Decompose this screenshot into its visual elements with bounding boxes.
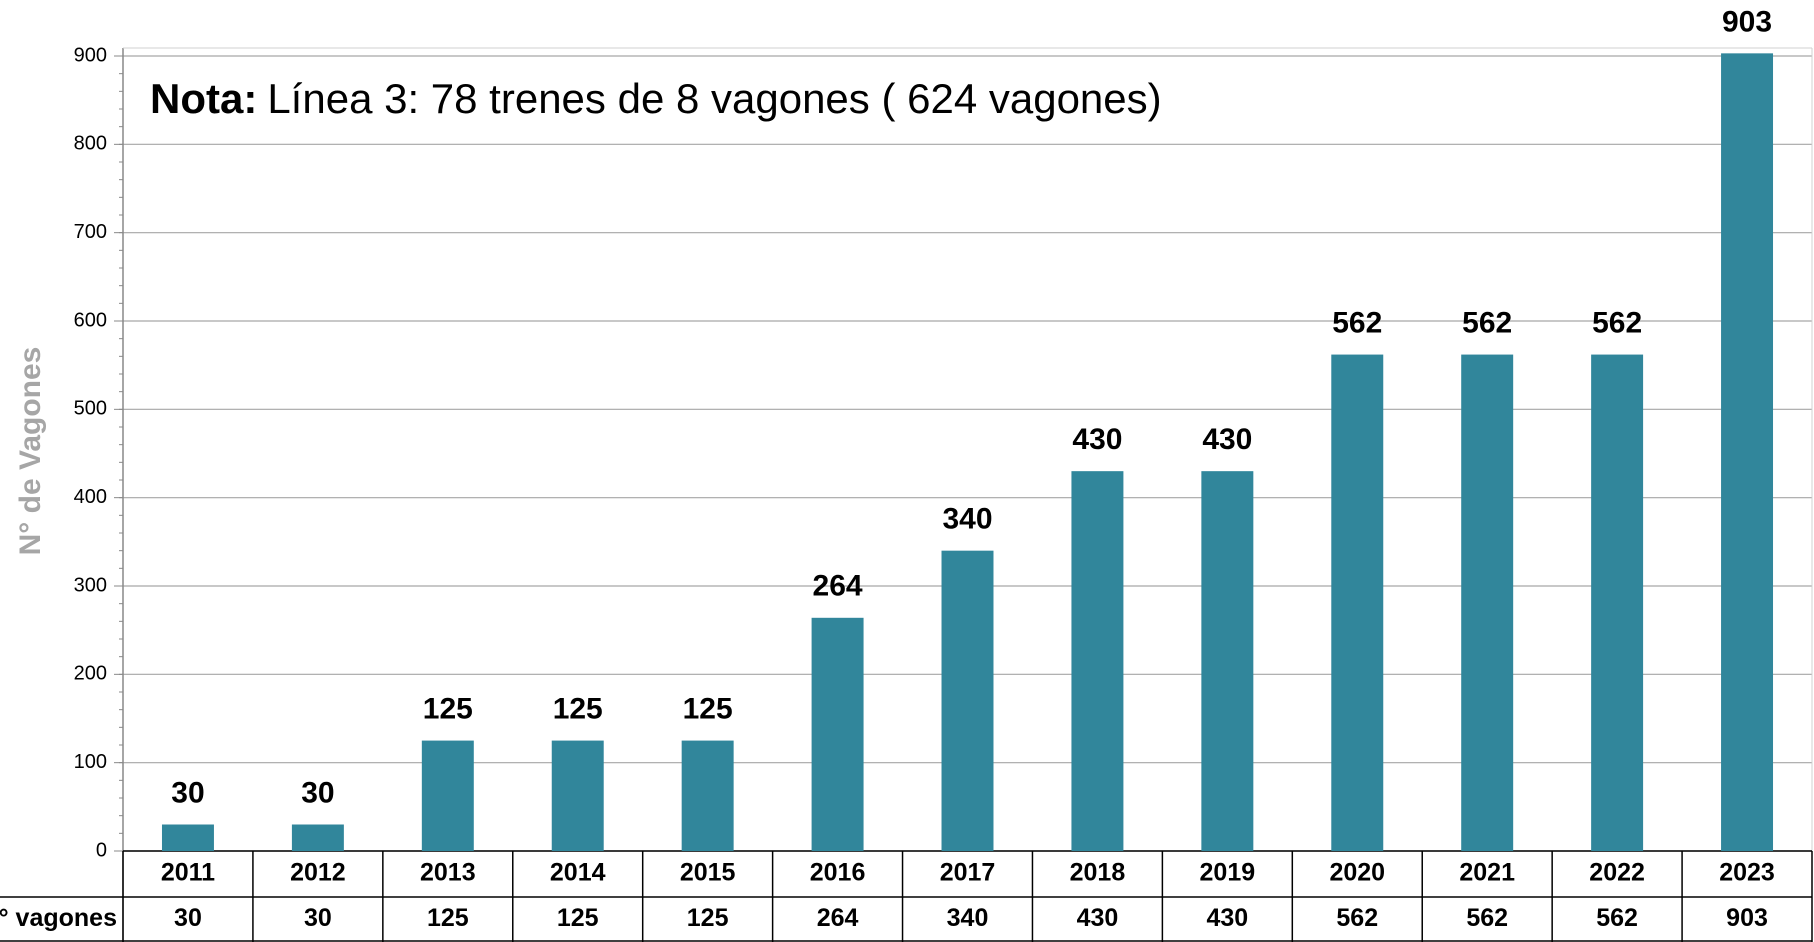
y-tick-label: 0 <box>96 839 107 861</box>
bar <box>551 740 604 851</box>
data-label: 125 <box>423 693 473 726</box>
data-label: 430 <box>1202 423 1252 456</box>
y-tick-label: 800 <box>74 133 107 155</box>
y-tick-label: 200 <box>74 663 107 685</box>
bar <box>1201 471 1254 851</box>
y-tick-label: 600 <box>74 309 107 331</box>
y-tick-label: 400 <box>74 486 107 508</box>
x-tick-label: 2012 <box>290 859 346 887</box>
data-label: 125 <box>553 693 603 726</box>
table-value: 903 <box>1726 904 1768 932</box>
table-value: 30 <box>174 904 202 932</box>
bar <box>161 824 214 851</box>
y-axis-title: N° de Vagones <box>14 347 47 556</box>
bar <box>1721 53 1774 852</box>
table-value: 340 <box>947 904 989 932</box>
table-value: 30 <box>304 904 332 932</box>
table-value: 562 <box>1466 904 1508 932</box>
data-label: 340 <box>942 503 992 536</box>
table-row-label: N° vagones <box>0 904 117 932</box>
x-tick-label: 2017 <box>940 859 996 887</box>
bar <box>1591 354 1644 851</box>
y-tick-label: 500 <box>74 398 107 420</box>
table-value: 264 <box>817 904 859 932</box>
bar <box>811 617 864 851</box>
data-label: 264 <box>813 570 863 603</box>
table-value: 430 <box>1206 904 1248 932</box>
bar <box>291 824 344 851</box>
x-tick-label: 2011 <box>161 859 215 887</box>
bar <box>1071 471 1124 851</box>
bar <box>941 550 994 851</box>
x-tick-label: 2019 <box>1200 859 1256 887</box>
table-value: 125 <box>427 904 469 932</box>
y-tick-label: 100 <box>74 751 107 773</box>
note-text: Línea 3: 78 trenes de 8 vagones ( 624 va… <box>267 75 1161 122</box>
data-label: 903 <box>1722 5 1772 38</box>
x-tick-label: 2015 <box>680 859 736 887</box>
table-value: 562 <box>1336 904 1378 932</box>
note-label: Nota: <box>150 75 257 122</box>
data-label: 430 <box>1072 423 1122 456</box>
x-tick-label: 2014 <box>550 859 606 887</box>
bar <box>421 740 474 851</box>
data-label: 562 <box>1592 306 1642 339</box>
x-tick-label: 2023 <box>1719 859 1775 887</box>
bar <box>681 740 734 851</box>
x-tick-label: 2022 <box>1589 859 1645 887</box>
y-tick-label: 900 <box>74 44 107 66</box>
data-label: 30 <box>171 776 204 809</box>
bar <box>1461 354 1514 851</box>
data-label: 562 <box>1332 306 1382 339</box>
y-tick-label: 300 <box>74 574 107 596</box>
bar <box>1331 354 1384 851</box>
table-value: 125 <box>557 904 599 932</box>
x-tick-label: 2021 <box>1459 859 1515 887</box>
x-tick-label: 2020 <box>1329 859 1385 887</box>
data-label: 125 <box>683 693 733 726</box>
x-tick-label: 2018 <box>1070 859 1126 887</box>
y-tick-label: 700 <box>74 221 107 243</box>
table-value: 430 <box>1077 904 1119 932</box>
note: Nota: Línea 3: 78 trenes de 8 vagones ( 6… <box>150 75 1162 122</box>
table-value: 562 <box>1596 904 1638 932</box>
data-label: 562 <box>1462 306 1512 339</box>
x-tick-label: 2013 <box>420 859 476 887</box>
table-value: 125 <box>687 904 729 932</box>
data-label: 30 <box>301 776 334 809</box>
x-tick-label: 2016 <box>810 859 866 887</box>
